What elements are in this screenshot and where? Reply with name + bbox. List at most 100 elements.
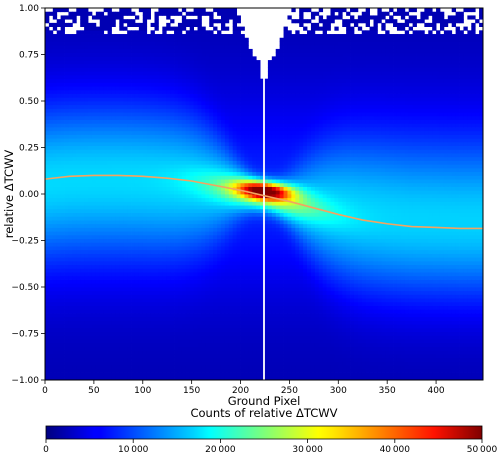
heatmap-cell <box>240 309 245 314</box>
heatmap-cell <box>52 52 58 57</box>
heatmap-cell <box>220 201 226 206</box>
heatmap-cell <box>228 82 234 87</box>
heatmap-cell <box>232 171 238 176</box>
heatmap-cell <box>131 37 136 42</box>
heatmap-cell <box>88 223 93 228</box>
heatmap-cell <box>205 294 210 299</box>
heatmap-cell <box>138 104 144 109</box>
heatmap-cell <box>138 313 144 318</box>
heatmap-cell <box>177 279 183 284</box>
heatmap-cell <box>142 123 148 128</box>
heatmap-cell <box>103 48 108 54</box>
heatmap-cell <box>158 320 163 325</box>
heatmap-cell <box>197 212 202 217</box>
heatmap-cell <box>166 335 171 340</box>
heatmap-cell <box>76 205 81 210</box>
heatmap-cell <box>166 145 171 150</box>
heatmap-cell <box>228 327 234 333</box>
heatmap-cell <box>56 327 62 333</box>
heatmap-cell <box>123 101 128 106</box>
heatmap-cell <box>146 223 151 228</box>
heatmap-cell <box>170 279 175 284</box>
heatmap-cell <box>91 52 97 57</box>
heatmap-cell <box>154 56 159 61</box>
heatmap-cell <box>185 257 191 262</box>
heatmap-cell <box>115 376 120 380</box>
heatmap-cell <box>60 246 65 251</box>
heatmap-cell <box>131 63 136 68</box>
heatmap-cell <box>56 287 62 292</box>
heatmap-cell <box>166 268 171 273</box>
heatmap-cell <box>177 30 183 35</box>
heatmap-cell <box>64 257 69 262</box>
heatmap-cell <box>127 260 132 266</box>
heatmap-cell <box>209 339 214 344</box>
heatmap-cell <box>177 335 183 340</box>
heatmap-cell <box>60 19 65 24</box>
heatmap-cell <box>115 119 120 124</box>
heatmap-cell <box>158 149 163 154</box>
heatmap-cell <box>60 268 65 273</box>
heatmap-cell <box>166 298 171 303</box>
heatmap-cell <box>220 164 226 169</box>
heatmap-cell <box>197 305 202 310</box>
heatmap-cell <box>236 339 241 344</box>
heatmap-cell <box>232 339 238 344</box>
heatmap-cell <box>158 156 163 161</box>
heatmap-cell <box>240 201 245 206</box>
heatmap-cell <box>103 290 108 295</box>
heatmap-cell <box>56 242 62 247</box>
heatmap-cell <box>166 372 171 377</box>
heatmap-cell <box>84 8 89 13</box>
heatmap-cell <box>45 376 50 380</box>
heatmap-cell <box>224 242 230 247</box>
heatmap-cell <box>68 190 73 195</box>
heatmap-cell <box>107 279 112 284</box>
heatmap-cell <box>107 134 112 139</box>
heatmap-cell <box>134 175 140 180</box>
heatmap-cell <box>48 60 54 65</box>
heatmap-cell <box>45 82 50 87</box>
heatmap-cell <box>45 19 50 24</box>
heatmap-cell <box>170 134 175 139</box>
heatmap-cell <box>56 350 62 355</box>
heatmap-cell <box>88 26 93 31</box>
heatmap-cell <box>134 264 140 269</box>
heatmap-cell <box>72 309 77 314</box>
heatmap-cell <box>52 260 58 266</box>
heatmap-cell <box>162 287 167 292</box>
heatmap-cell <box>107 145 112 150</box>
heatmap-cell <box>240 56 245 61</box>
heatmap-cell <box>103 294 108 299</box>
heatmap-cell <box>240 97 245 102</box>
heatmap-cell <box>158 138 163 143</box>
heatmap-cell <box>142 287 148 292</box>
heatmap-cell <box>209 156 214 161</box>
heatmap-cell <box>88 216 93 221</box>
heatmap-cell <box>220 335 226 340</box>
heatmap-cell <box>189 48 195 54</box>
heatmap-cell <box>80 167 85 173</box>
heatmap-cell <box>119 82 124 87</box>
heatmap-cell <box>119 234 124 240</box>
heatmap-cell <box>72 346 77 351</box>
heatmap-cell <box>162 156 167 161</box>
heatmap-cell <box>240 242 245 247</box>
heatmap-cell <box>48 324 54 329</box>
heatmap-cell <box>174 175 179 180</box>
heatmap-cell <box>88 175 93 180</box>
heatmap-cell <box>224 290 230 295</box>
heatmap-cell <box>111 138 116 143</box>
heatmap-cell <box>150 253 155 258</box>
heatmap-cell <box>80 194 85 199</box>
heatmap-cell <box>84 22 89 27</box>
heatmap-cell <box>91 216 97 221</box>
heatmap-cell <box>217 264 222 269</box>
heatmap-cell <box>217 8 222 13</box>
heatmap-cell <box>95 313 101 318</box>
heatmap-cell <box>48 123 54 128</box>
heatmap-cell <box>107 194 112 199</box>
heatmap-cell <box>60 212 65 217</box>
heatmap-cell <box>56 290 62 295</box>
heatmap-cell <box>48 115 54 120</box>
